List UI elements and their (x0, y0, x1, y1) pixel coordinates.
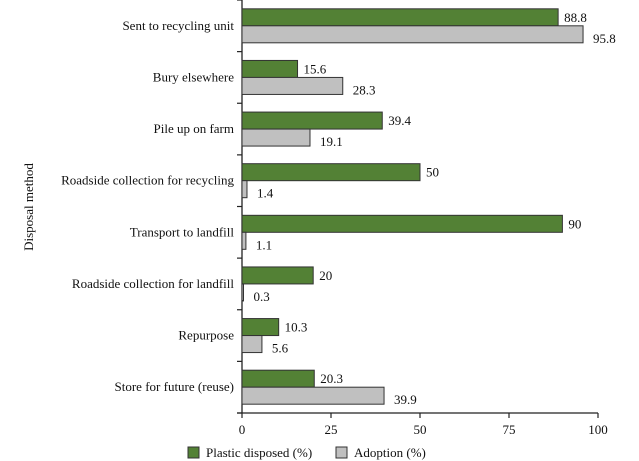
data-label: 95.8 (593, 31, 616, 46)
category-label: Roadside collection for recycling (61, 173, 234, 188)
data-label: 20 (319, 268, 332, 283)
category-label: Transport to landfill (130, 224, 235, 239)
bar-plastic-disposed (241, 214, 563, 233)
bar-plastic-disposed (241, 266, 314, 285)
category-label: Repurpose (178, 328, 234, 343)
legend-swatch (187, 446, 200, 459)
x-tick-label: 100 (588, 422, 608, 437)
legend-swatch (335, 446, 348, 459)
data-label: 50 (426, 165, 439, 180)
category-label: Roadside collection for landfill (72, 276, 234, 291)
data-label: 5.6 (272, 341, 289, 356)
bar-plastic-disposed (241, 111, 383, 130)
category-label: Bury elsewhere (153, 69, 234, 84)
legend-label: Adoption (%) (354, 445, 426, 460)
data-label: 88.8 (564, 10, 587, 25)
category-label: Store for future (reuse) (115, 379, 234, 394)
x-tick-label: 25 (325, 422, 338, 437)
data-label: 39.4 (388, 113, 411, 128)
bar-adoption (241, 76, 344, 95)
y-axis-title: Disposal method (21, 163, 36, 251)
data-label: 1.4 (257, 186, 274, 201)
x-tick-label: 0 (239, 422, 246, 437)
bar-plastic-disposed (241, 163, 421, 182)
data-label: 19.1 (320, 134, 343, 149)
bar-adoption (241, 128, 311, 147)
data-label: 28.3 (353, 82, 376, 97)
data-label: 15.6 (304, 61, 327, 76)
data-label: 90 (568, 216, 581, 231)
category-label: Pile up on farm (153, 121, 234, 136)
bar-plastic-disposed (241, 369, 315, 388)
data-label: 20.3 (320, 371, 343, 386)
x-tick-label: 50 (414, 422, 427, 437)
bar-adoption (241, 386, 385, 405)
bar-adoption (241, 335, 263, 354)
bar-adoption (241, 180, 248, 199)
x-tick-label: 75 (503, 422, 516, 437)
legend-label: Plastic disposed (%) (206, 445, 312, 460)
bar-plastic-disposed (241, 318, 280, 337)
bar-plastic-disposed (241, 8, 559, 27)
bar-plastic-disposed (241, 59, 299, 78)
category-label: Sent to recycling unit (122, 18, 234, 33)
bar-adoption (241, 25, 584, 44)
data-label: 10.3 (285, 320, 308, 335)
data-label: 0.3 (254, 289, 270, 304)
bar-adoption (241, 231, 247, 250)
data-label: 39.9 (394, 392, 417, 407)
data-label: 1.1 (256, 237, 272, 252)
bar-adoption (241, 283, 244, 302)
